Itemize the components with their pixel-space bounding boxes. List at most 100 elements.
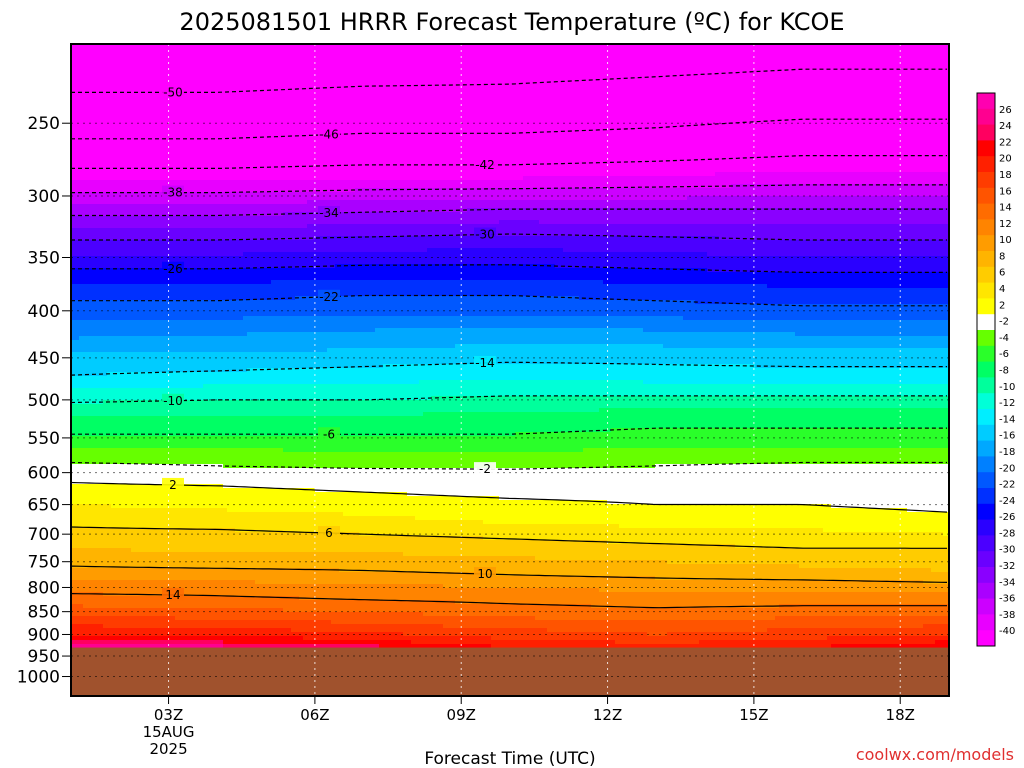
temperature-cell	[787, 56, 792, 61]
temperature-cell	[695, 100, 700, 105]
temperature-cell	[207, 96, 212, 101]
temperature-cell	[643, 120, 648, 125]
temperature-cell	[275, 76, 280, 81]
temperature-cell	[855, 64, 860, 69]
temperature-cell	[731, 60, 736, 65]
temperature-cell	[279, 96, 284, 101]
temperature-cell	[535, 64, 540, 69]
temperature-cell	[535, 72, 540, 77]
temperature-cell	[591, 124, 596, 129]
temperature-cell	[843, 76, 848, 81]
temperature-cell	[383, 100, 388, 105]
temperature-cell	[351, 128, 356, 133]
temperature-cell	[603, 108, 608, 113]
temperature-cell	[463, 68, 468, 73]
temperature-cell	[623, 56, 628, 61]
temperature-cell	[603, 124, 608, 129]
temperature-cell	[319, 96, 324, 101]
temperature-cell	[867, 120, 872, 125]
temperature-cell	[839, 52, 844, 57]
temperature-cell	[467, 52, 472, 57]
temperature-cell	[691, 120, 696, 125]
temperature-cell	[347, 52, 352, 57]
temperature-cell	[835, 96, 840, 101]
temperature-cell	[223, 84, 228, 89]
temperature-cell	[855, 108, 860, 113]
temperature-cell	[491, 56, 496, 61]
temperature-cell	[467, 80, 472, 85]
temperature-cell	[675, 64, 680, 69]
temperature-cell	[119, 128, 124, 133]
temperature-cell	[207, 80, 212, 85]
temperature-cell	[839, 108, 844, 113]
temperature-cell	[191, 56, 196, 61]
temperature-cell	[411, 48, 416, 53]
temperature-cell	[663, 120, 668, 125]
temperature-cell	[615, 80, 620, 85]
temperature-cell	[843, 96, 848, 101]
temperature-cell	[135, 72, 140, 77]
temperature-cell	[807, 108, 812, 113]
temperature-cell	[207, 84, 212, 89]
temperature-cell	[779, 76, 784, 81]
temperature-cell	[907, 100, 912, 105]
temperature-cell	[923, 116, 928, 121]
temperature-cell	[799, 100, 804, 105]
temperature-cell	[935, 124, 940, 129]
temperature-cell	[655, 64, 660, 69]
temperature-cell	[611, 120, 616, 125]
temperature-cell	[619, 124, 624, 129]
temperature-cell	[559, 120, 564, 125]
temperature-cell	[303, 60, 308, 65]
temperature-cell	[291, 108, 296, 113]
temperature-cell	[915, 108, 920, 113]
temperature-cell	[503, 104, 508, 109]
temperature-cell	[551, 56, 556, 61]
temperature-cell	[755, 60, 760, 65]
temperature-cell	[871, 112, 876, 117]
temperature-cell	[675, 112, 680, 117]
temperature-cell	[403, 108, 408, 113]
temperature-cell	[259, 116, 264, 121]
temperature-cell	[467, 76, 472, 81]
temperature-cell	[147, 96, 152, 101]
temperature-cell	[215, 72, 220, 77]
temperature-cell	[887, 56, 892, 61]
temperature-cell	[543, 72, 548, 77]
temperature-cell	[223, 52, 228, 57]
temperature-cell	[507, 120, 512, 125]
temperature-cell	[739, 112, 744, 117]
temperature-cell	[927, 104, 932, 109]
temperature-cell	[647, 64, 652, 69]
temperature-cell	[583, 124, 588, 129]
temperature-cell	[275, 92, 280, 97]
temperature-cell	[683, 68, 688, 73]
temperature-cell	[447, 108, 452, 113]
temperature-cell	[515, 88, 520, 93]
temperature-cell	[647, 100, 652, 105]
temperature-cell	[871, 92, 876, 97]
temperature-cell	[859, 76, 864, 81]
temperature-cell	[263, 60, 268, 65]
temperature-cell	[851, 96, 856, 101]
temperature-cell	[503, 68, 508, 73]
temperature-cell	[467, 124, 472, 129]
temperature-cell	[87, 128, 92, 133]
temperature-cell	[443, 112, 448, 117]
temperature-cell	[859, 104, 864, 109]
temperature-cell	[755, 108, 760, 113]
temperature-cell	[327, 112, 332, 117]
temperature-cell	[475, 96, 480, 101]
temperature-cell	[771, 100, 776, 105]
temperature-cell	[403, 120, 408, 125]
temperature-cell	[823, 48, 828, 53]
temperature-cell	[407, 80, 412, 85]
temperature-cell	[691, 48, 696, 53]
temperature-cell	[279, 100, 284, 105]
temperature-cell	[503, 88, 508, 93]
temperature-cell	[359, 128, 364, 133]
temperature-cell	[631, 132, 636, 137]
temperature-cell	[779, 112, 784, 117]
temperature-cell	[507, 112, 512, 117]
temperature-cell	[87, 56, 92, 61]
